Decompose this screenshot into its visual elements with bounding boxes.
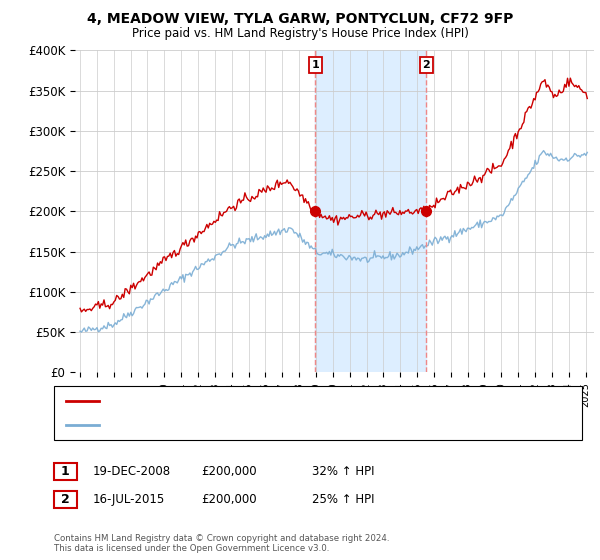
Text: £200,000: £200,000 [201, 493, 257, 506]
Text: 2: 2 [422, 60, 430, 70]
Text: 25% ↑ HPI: 25% ↑ HPI [312, 493, 374, 506]
Text: £200,000: £200,000 [201, 465, 257, 478]
Text: HPI: Average price, detached house, Rhondda Cynon Taf: HPI: Average price, detached house, Rhon… [105, 419, 398, 430]
Text: 19-DEC-2008: 19-DEC-2008 [93, 465, 171, 478]
Text: 1: 1 [61, 465, 70, 478]
Bar [315, 50, 426, 372]
Text: 2: 2 [61, 493, 70, 506]
Text: Price paid vs. HM Land Registry's House Price Index (HPI): Price paid vs. HM Land Registry's House … [131, 27, 469, 40]
Text: 1: 1 [311, 60, 319, 70]
Text: 4, MEADOW VIEW, TYLA GARW, PONTYCLUN, CF72 9FP (detached house): 4, MEADOW VIEW, TYLA GARW, PONTYCLUN, CF… [105, 396, 484, 407]
Text: Contains HM Land Registry data © Crown copyright and database right 2024.
This d: Contains HM Land Registry data © Crown c… [54, 534, 389, 553]
Text: 4, MEADOW VIEW, TYLA GARW, PONTYCLUN, CF72 9FP: 4, MEADOW VIEW, TYLA GARW, PONTYCLUN, CF… [87, 12, 513, 26]
Text: 32% ↑ HPI: 32% ↑ HPI [312, 465, 374, 478]
Text: 16-JUL-2015: 16-JUL-2015 [93, 493, 165, 506]
